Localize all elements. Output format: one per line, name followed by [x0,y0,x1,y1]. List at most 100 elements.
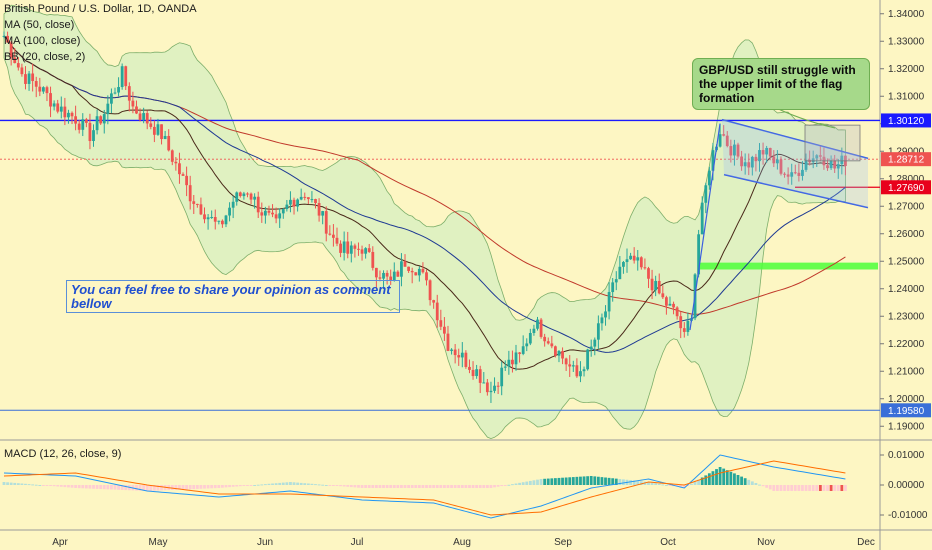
candle-body [385,272,389,277]
candle-body [59,106,63,112]
candle-body [743,162,747,167]
macd-histogram-bar [253,485,257,486]
macd-histogram-bar [242,485,246,486]
macd-histogram-bar [521,482,525,485]
candle-body [446,333,450,351]
candle-body [464,352,468,367]
candle-body [679,316,683,329]
candle-body [299,196,303,200]
candle-body [324,211,328,234]
macd-histogram-bar [561,477,564,485]
macd-histogram-bar [346,485,350,487]
comment-note[interactable]: You can feel free to share your opinion … [66,280,400,313]
macd-histogram-bar [45,485,49,486]
price-tick-label: 1.31000 [888,91,925,102]
macd-histogram-bar [407,485,410,488]
macd-histogram-bar [192,485,196,490]
macd-histogram-bar [736,475,740,485]
macd-histogram-bar [496,485,500,487]
macd-histogram-bar [543,478,547,485]
candle-body [120,66,124,88]
macd-histogram-bar [52,485,56,487]
macd-histogram-bar [733,473,736,485]
macd-histogram-bar [503,485,507,486]
macd-histogram-bar [761,485,765,487]
macd-histogram-bar [546,478,550,485]
candle-body [117,87,120,93]
candle-body [382,272,385,279]
candle-body [267,210,271,213]
macd-histogram-bar [557,477,561,485]
candle-body [700,202,704,235]
macd-histogram-bar [457,485,461,488]
candle-body [228,207,231,216]
candle-body [77,123,81,130]
candle-body [629,255,632,260]
candle-body [260,212,264,216]
macd-histogram-bar [414,485,418,488]
macd-histogram-bar [34,484,38,486]
macd-histogram-bar [382,485,385,488]
candle-body [81,119,85,130]
candle-body [496,385,500,387]
macd-histogram-bar [453,485,457,488]
macd-histogram-bar [786,485,790,491]
candle-body [238,192,242,197]
candle-body [489,390,493,393]
macd-histogram-bar [31,484,35,486]
price-tag-label: 1.27690 [888,183,925,194]
macd-histogram-bar [439,485,443,488]
macd-histogram-bar [102,485,106,490]
macd-histogram-bar [579,476,582,485]
callout-note[interactable]: GBP/USD still struggle with the upper li… [692,58,870,110]
ma50-line [3,35,846,353]
candle-body [106,103,110,115]
macd-histogram-bar [274,483,278,485]
candle-body [138,113,142,120]
macd-label: MACD (12, 26, close, 9) [4,448,122,460]
macd-histogram-bar [500,485,504,487]
candle-body [435,302,439,321]
candle-body [306,197,310,200]
macd-histogram-bar [815,485,819,491]
macd-histogram-bar [593,476,597,485]
flag-channel [722,119,868,208]
macd-histogram-bar [206,485,210,489]
candle-body [38,86,42,92]
macd-histogram-bar [747,479,751,485]
candle-body [167,135,171,151]
price-tag: 1.30120 [881,113,931,128]
price-tick-label: 1.32000 [888,64,925,75]
candle-body [432,300,436,303]
candle-body [349,245,353,254]
macd-histogram-bar [289,482,292,485]
candle-body [367,248,371,252]
flag-lower-line [723,173,869,209]
candle-body [550,343,554,347]
candle-body [242,193,246,197]
candle-body [536,319,539,329]
candle-body [790,172,794,177]
macd-histogram-bar [575,476,579,485]
candle-body [34,81,38,87]
macd-histogram-bar [808,485,812,491]
macd-histogram-bar [231,485,235,487]
macd-histogram-bar [772,485,776,491]
macd-histogram-bar [324,485,328,486]
price-tick-label: 1.22000 [888,339,925,350]
macd-histogram-bar [246,485,249,486]
macd-histogram-bar [478,485,482,488]
macd-histogram-bar [550,478,554,485]
macd-histogram-bar [364,485,368,488]
candle-body [152,126,156,135]
candle-body [478,369,482,383]
macd-histogram-bar [281,482,285,485]
candle-body [88,122,92,142]
candle-body [364,248,368,254]
candle-body [525,343,529,347]
macd-histogram-bar [536,479,539,485]
price-tag: 1.27690 [881,180,931,195]
time-tick-label: Apr [52,537,68,548]
candle-body [675,307,679,317]
